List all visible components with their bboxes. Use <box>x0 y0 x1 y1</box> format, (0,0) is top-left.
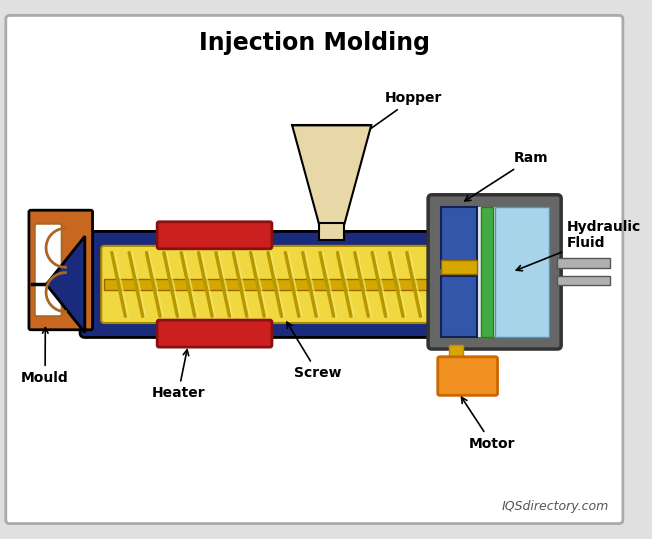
FancyBboxPatch shape <box>35 224 62 316</box>
FancyBboxPatch shape <box>157 222 272 249</box>
Bar <box>557 276 610 286</box>
Bar <box>441 260 477 274</box>
Text: Screw: Screw <box>287 322 342 380</box>
Text: Mould: Mould <box>22 328 69 385</box>
Text: Heater: Heater <box>151 350 205 400</box>
Text: IQSdirectory.com: IQSdirectory.com <box>502 500 610 513</box>
Bar <box>441 276 477 336</box>
FancyBboxPatch shape <box>29 210 93 330</box>
Bar <box>441 208 548 336</box>
FancyBboxPatch shape <box>157 320 272 347</box>
FancyBboxPatch shape <box>437 357 497 395</box>
Bar <box>557 258 610 268</box>
FancyBboxPatch shape <box>6 16 623 523</box>
Polygon shape <box>46 236 85 333</box>
FancyBboxPatch shape <box>428 195 561 349</box>
Bar <box>441 208 477 268</box>
Bar <box>319 223 344 240</box>
Bar <box>481 208 493 336</box>
Bar <box>495 208 548 336</box>
Text: Injection Molding: Injection Molding <box>199 31 430 56</box>
Polygon shape <box>292 126 371 225</box>
Bar <box>449 345 463 358</box>
FancyBboxPatch shape <box>101 246 435 323</box>
Text: Ram: Ram <box>465 151 548 201</box>
Bar <box>104 279 432 290</box>
Text: Hopper: Hopper <box>345 91 442 147</box>
FancyBboxPatch shape <box>80 231 451 337</box>
Text: Hydraulic
Fluid: Hydraulic Fluid <box>516 220 641 271</box>
Text: Motor: Motor <box>462 397 515 451</box>
